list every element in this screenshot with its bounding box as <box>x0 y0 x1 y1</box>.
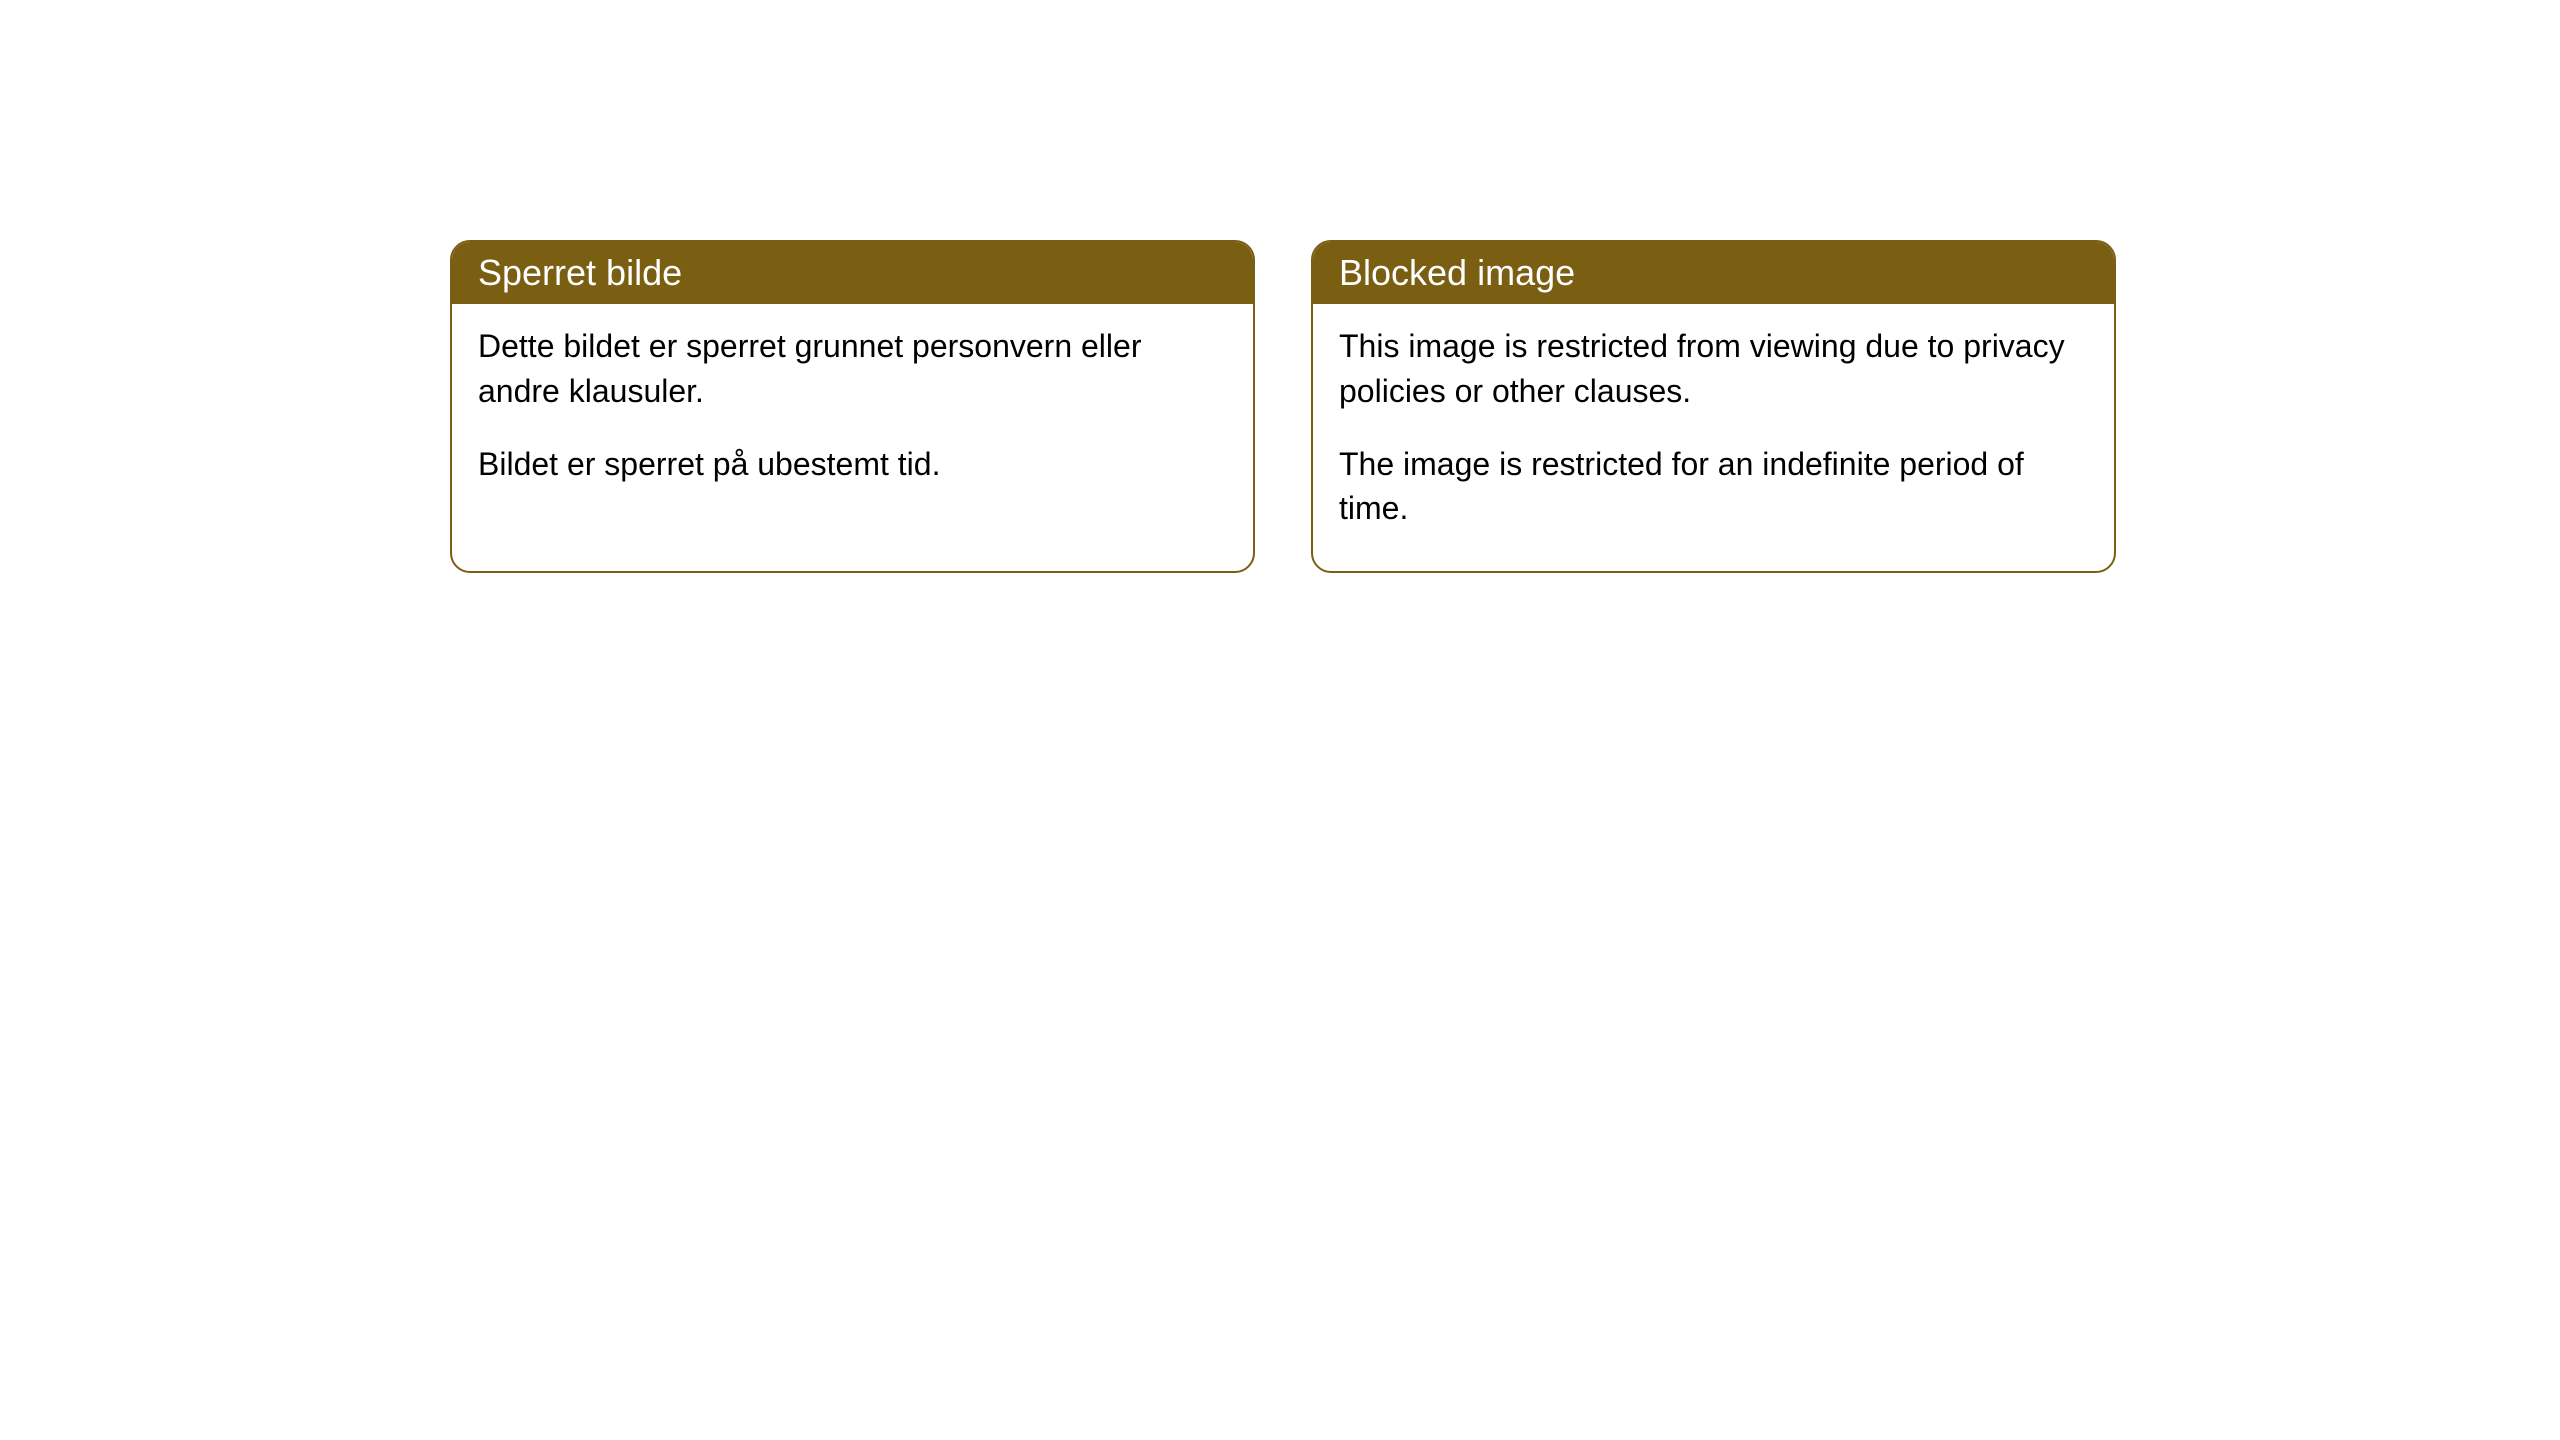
notice-box-english: Blocked image This image is restricted f… <box>1311 240 2116 573</box>
notice-header-norwegian: Sperret bilde <box>452 242 1253 304</box>
notice-box-norwegian: Sperret bilde Dette bildet er sperret gr… <box>450 240 1255 573</box>
notice-paragraph-2-english: The image is restricted for an indefinit… <box>1339 442 2088 532</box>
notice-header-english: Blocked image <box>1313 242 2114 304</box>
notice-container: Sperret bilde Dette bildet er sperret gr… <box>450 240 2116 573</box>
notice-body-norwegian: Dette bildet er sperret grunnet personve… <box>452 304 1253 526</box>
notice-paragraph-1-english: This image is restricted from viewing du… <box>1339 324 2088 414</box>
notice-title-norwegian: Sperret bilde <box>478 252 682 293</box>
notice-title-english: Blocked image <box>1339 252 1575 293</box>
notice-paragraph-2-norwegian: Bildet er sperret på ubestemt tid. <box>478 442 1227 487</box>
notice-paragraph-1-norwegian: Dette bildet er sperret grunnet personve… <box>478 324 1227 414</box>
notice-body-english: This image is restricted from viewing du… <box>1313 304 2114 571</box>
